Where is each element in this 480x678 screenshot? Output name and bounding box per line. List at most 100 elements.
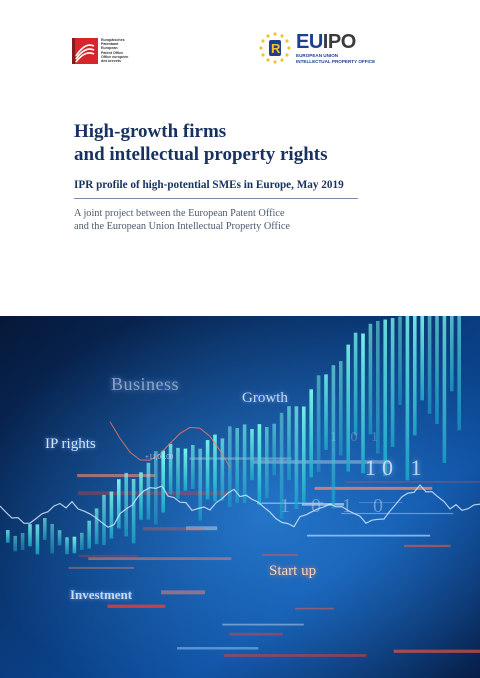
report-description-line: A joint project between the European Pat… bbox=[74, 208, 285, 219]
chart-bar bbox=[57, 530, 62, 546]
chart-bar bbox=[405, 316, 410, 481]
light-streak bbox=[78, 491, 230, 496]
bar-group bbox=[6, 316, 461, 555]
chart-bar bbox=[102, 494, 106, 545]
chart-bar bbox=[309, 389, 313, 478]
euipo-wordmark: EUIPO bbox=[296, 32, 375, 52]
report-title-line: and intellectual property rights bbox=[74, 144, 328, 165]
light-streak bbox=[345, 481, 480, 483]
euipo-wordmark-eu: EU bbox=[296, 30, 323, 53]
chart-bar bbox=[316, 375, 321, 472]
light-streak bbox=[393, 649, 480, 653]
chart-bar bbox=[250, 429, 254, 481]
chart-bar bbox=[442, 316, 447, 463]
light-streak bbox=[176, 647, 259, 650]
image-binary-digits: 1 0 1 bbox=[330, 430, 383, 445]
epo-logo-line: Europäisches bbox=[101, 38, 125, 42]
chart-bar bbox=[265, 427, 269, 499]
image-word-start-up: Start up bbox=[269, 563, 317, 579]
chart-bar bbox=[191, 445, 195, 489]
euipo-wordmark-ipo: IPO bbox=[322, 30, 356, 53]
chart-bar bbox=[109, 491, 114, 539]
euipo-logo: R EUIPO EUROPEAN UNION INTELLECTUAL PROP… bbox=[257, 30, 375, 66]
light-streak bbox=[301, 503, 345, 506]
chart-bar bbox=[331, 365, 336, 509]
trend-line bbox=[109, 421, 231, 468]
light-streak bbox=[186, 526, 218, 531]
chart-bar bbox=[339, 361, 343, 456]
financial-chart-illustration bbox=[0, 316, 480, 678]
chart-bar bbox=[242, 424, 247, 503]
chart-bar bbox=[235, 428, 239, 503]
light-streak bbox=[224, 654, 367, 657]
chart-bar bbox=[176, 447, 180, 499]
chart-bar bbox=[183, 448, 188, 491]
chart-bar bbox=[161, 450, 165, 513]
chart-bar bbox=[368, 323, 373, 435]
epo-logo-line: Office européen bbox=[101, 54, 129, 59]
chart-bar bbox=[213, 434, 217, 502]
chart-bar bbox=[80, 532, 84, 550]
euipo-subtitle-line: INTELLECTUAL PROPERTY OFFICE bbox=[296, 59, 376, 64]
chart-bar bbox=[220, 438, 225, 501]
epo-logo-line: Patentamt bbox=[101, 42, 119, 47]
chart-bar bbox=[420, 316, 424, 401]
report-subtitle: IPR profile of high-potential SMEs in Eu… bbox=[74, 179, 344, 191]
chart-bar bbox=[50, 524, 54, 554]
light-streak bbox=[341, 512, 454, 515]
chart-bar bbox=[20, 533, 25, 551]
chart-bar bbox=[65, 537, 69, 555]
chart-bar bbox=[279, 412, 284, 519]
light-streak bbox=[107, 604, 166, 608]
light-streak bbox=[306, 534, 431, 537]
chart-bar bbox=[398, 316, 402, 405]
chart-bar bbox=[28, 524, 32, 547]
chart-bar bbox=[287, 406, 291, 480]
chart-bar bbox=[94, 508, 99, 545]
epo-logo-line: des brevets bbox=[101, 59, 121, 64]
image-ticker-value: +11,00.00 bbox=[145, 453, 174, 461]
chart-bar bbox=[376, 321, 380, 454]
light-streak bbox=[229, 632, 283, 636]
chart-bar bbox=[205, 440, 210, 500]
chart-bar bbox=[72, 536, 77, 554]
chart-bar bbox=[124, 472, 128, 537]
divider-rule bbox=[74, 198, 358, 199]
chart-bar bbox=[35, 524, 40, 555]
chart-bar bbox=[43, 518, 47, 540]
chart-bar bbox=[257, 424, 262, 506]
report-description: A joint project between the European Pat… bbox=[74, 207, 414, 233]
chart-bar bbox=[450, 316, 454, 392]
light-streak bbox=[161, 590, 205, 595]
svg-text:R: R bbox=[271, 41, 281, 56]
wave-line bbox=[0, 484, 480, 528]
chart-bar bbox=[390, 318, 395, 447]
chart-bar bbox=[435, 316, 439, 424]
chart-bar bbox=[117, 479, 121, 529]
chart-bar bbox=[146, 462, 151, 520]
chart-bar bbox=[13, 535, 17, 552]
chart-bar bbox=[427, 316, 432, 414]
report-description-line: and the European Union Intellectual Prop… bbox=[74, 221, 290, 232]
chart-bar bbox=[413, 316, 417, 436]
image-word-business: Business bbox=[111, 374, 180, 394]
epo-logo-line: Patent Office bbox=[101, 50, 124, 55]
chart-bar bbox=[353, 332, 358, 436]
epo-logo: Europäisches Patentamt European Patent O… bbox=[72, 38, 128, 64]
image-binary-digits: 10 1 bbox=[365, 455, 428, 480]
light-streak bbox=[253, 460, 390, 464]
light-streak bbox=[222, 623, 304, 626]
chart-bar bbox=[272, 423, 276, 476]
image-word-growth: Growth bbox=[242, 390, 288, 406]
chart-bar bbox=[324, 374, 328, 450]
chart-bar bbox=[361, 333, 365, 474]
light-streak bbox=[256, 502, 324, 504]
light-streak bbox=[88, 557, 232, 561]
chart-bar bbox=[131, 479, 136, 544]
image-word-investment: Investment bbox=[70, 587, 133, 602]
light-streak bbox=[77, 474, 155, 478]
chart-bar bbox=[346, 344, 350, 472]
eu-stars-emblem-icon: R bbox=[259, 32, 291, 64]
chart-bar bbox=[168, 443, 173, 495]
